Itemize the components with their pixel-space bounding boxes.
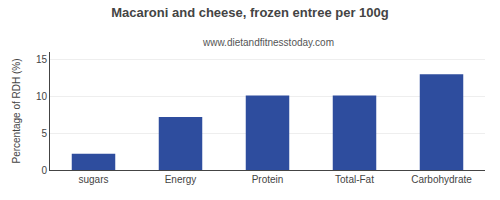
svg-text:Protein: Protein [252, 174, 284, 185]
svg-text:Macaroni and cheese, frozen en: Macaroni and cheese, frozen entree per 1… [111, 5, 388, 20]
svg-text:Total-Fat: Total-Fat [335, 174, 374, 185]
svg-text:Percentage of RDH (%): Percentage of RDH (%) [11, 58, 22, 163]
svg-text:sugars: sugars [78, 174, 108, 185]
svg-text:0: 0 [41, 165, 47, 176]
svg-text:Energy: Energy [165, 174, 197, 185]
svg-text:www.dietandfitnesstoday.com: www.dietandfitnesstoday.com [202, 37, 334, 48]
svg-text:15: 15 [36, 54, 48, 65]
svg-text:Carbohydrate: Carbohydrate [411, 174, 472, 185]
svg-text:10: 10 [36, 91, 48, 102]
svg-text:5: 5 [41, 128, 47, 139]
